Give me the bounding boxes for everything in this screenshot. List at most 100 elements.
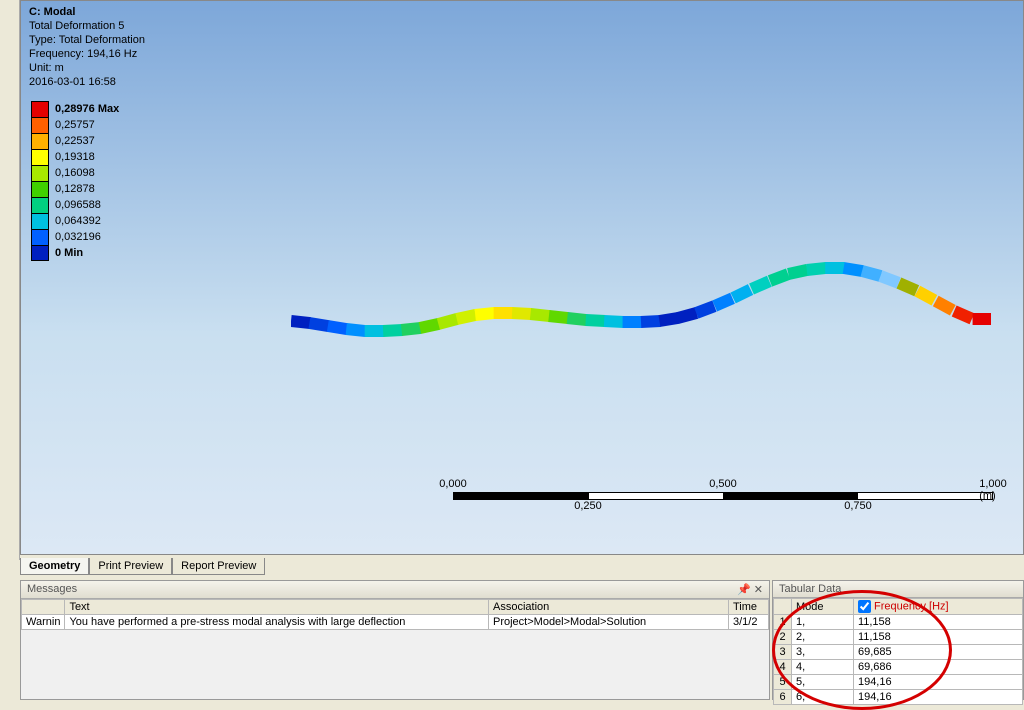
beam-segment — [768, 268, 790, 286]
freq-checkbox[interactable] — [858, 600, 871, 613]
beam-segment — [843, 262, 864, 277]
info-line: 2016-03-01 16:58 — [29, 75, 145, 89]
color-legend: 0,28976 Max 0,25757 0,22537 0,19318 0,16098 0… — [31, 101, 119, 261]
legend-row: 0,032196 — [31, 229, 119, 245]
legend-swatch — [31, 133, 49, 149]
beam-segment — [512, 307, 532, 320]
scale-segment — [858, 493, 993, 499]
legend-label: 0,22537 — [55, 135, 95, 147]
legend-swatch — [31, 197, 49, 213]
col-mode[interactable]: Mode — [792, 599, 854, 615]
scale-label: 0,250 — [574, 500, 602, 512]
legend-row: 0,12878 — [31, 181, 119, 197]
beam-segment — [730, 284, 753, 303]
tab-report-preview[interactable]: Report Preview — [172, 558, 265, 575]
cell-mode: 3, — [792, 645, 854, 660]
legend-row: 0,096588 — [31, 197, 119, 213]
tabular-row[interactable]: 22,11,158 — [774, 630, 1023, 645]
info-title: C: Modal — [29, 5, 145, 19]
legend-row: 0 Min — [31, 245, 119, 261]
legend-label: 0,25757 — [55, 119, 95, 131]
beam-segment — [530, 308, 551, 322]
msg-text: You have performed a pre-stress modal an… — [65, 615, 489, 630]
info-line: Total Deformation 5 — [29, 19, 145, 33]
legend-row: 0,16098 — [31, 165, 119, 181]
msg-type: Warnin — [22, 615, 65, 630]
pin-icon[interactable]: 📌 ✕ — [737, 583, 763, 596]
beam-segment — [327, 320, 348, 335]
scale-bar: 0,000 0,500 1,000 (m) 0,250 0,750 — [453, 478, 993, 514]
beam-segment — [914, 286, 937, 306]
row-num: 5 — [774, 675, 792, 690]
legend-swatch — [31, 213, 49, 229]
legend-label: 0,096588 — [55, 199, 101, 211]
cell-freq: 11,158 — [853, 615, 1022, 630]
cell-mode: 1, — [792, 615, 854, 630]
col-time[interactable]: Time — [729, 600, 769, 615]
col-assoc[interactable]: Association — [489, 600, 729, 615]
legend-swatch — [31, 149, 49, 165]
beam-segment — [383, 324, 403, 337]
legend-row: 0,064392 — [31, 213, 119, 229]
tabular-row[interactable]: 11,11,158 — [774, 615, 1023, 630]
beam-segment — [825, 262, 844, 274]
beam-segment — [712, 293, 735, 312]
legend-row: 0,28976 Max — [31, 101, 119, 117]
tabular-data-panel: Tabular Data Mode Frequency [Hz] 11,11,1… — [772, 580, 1024, 700]
tab-geometry[interactable]: Geometry — [20, 558, 89, 575]
view-tabs: Geometry Print Preview Report Preview — [20, 556, 265, 576]
beam-segment — [694, 300, 716, 318]
msg-assoc: Project>Model>Modal>Solution — [489, 615, 729, 630]
row-num: 6 — [774, 690, 792, 705]
legend-swatch — [31, 229, 49, 245]
beam-segment — [494, 307, 513, 319]
beam-segment — [806, 262, 827, 276]
col-frequency[interactable]: Frequency [Hz] — [853, 599, 1022, 615]
messages-table: Text Association Time Warnin You have pe… — [21, 599, 769, 630]
message-row[interactable]: Warnin You have performed a pre-stress m… — [22, 615, 769, 630]
tabular-row[interactable]: 66,194,16 — [774, 690, 1023, 705]
col-blank[interactable] — [22, 600, 65, 615]
cell-freq: 194,16 — [853, 675, 1022, 690]
cell-freq: 69,685 — [853, 645, 1022, 660]
scale-segment — [723, 493, 858, 499]
beam-segment — [475, 307, 496, 321]
beam-segment — [676, 307, 698, 324]
cell-freq: 11,158 — [853, 630, 1022, 645]
tabular-row[interactable]: 44,69,686 — [774, 660, 1023, 675]
legend-swatch — [31, 165, 49, 181]
scale-label: 0,500 — [709, 478, 737, 490]
col-text[interactable]: Text — [65, 600, 489, 615]
beam-segment — [623, 316, 642, 328]
legend-row: 0,19318 — [31, 149, 119, 165]
scale-label: 0,750 — [844, 500, 872, 512]
row-num: 1 — [774, 615, 792, 630]
legend-row: 0,25757 — [31, 117, 119, 133]
messages-panel: Messages 📌 ✕ Text Association Time Warni… — [20, 580, 770, 700]
tabular-table: Mode Frequency [Hz] 11,11,15822,11,15833… — [773, 598, 1023, 705]
legend-label: 0,16098 — [55, 167, 95, 179]
cell-mode: 2, — [792, 630, 854, 645]
legend-label: 0,19318 — [55, 151, 95, 163]
legend-label: 0 Min — [55, 247, 83, 259]
tabular-row[interactable]: 55,194,16 — [774, 675, 1023, 690]
beam-segment — [952, 305, 975, 324]
legend-label: 0,12878 — [55, 183, 95, 195]
deformed-beam — [291, 251, 991, 371]
beam-segment — [291, 315, 311, 329]
info-line: Unit: m — [29, 61, 145, 75]
tab-print-preview[interactable]: Print Preview — [89, 558, 172, 575]
beam-segment — [567, 312, 588, 326]
freq-col-label: Frequency [Hz] — [874, 600, 949, 612]
cell-mode: 4, — [792, 660, 854, 675]
beam-segment — [401, 322, 422, 336]
legend-row: 0,22537 — [31, 133, 119, 149]
legend-label: 0,064392 — [55, 215, 101, 227]
cell-freq: 69,686 — [853, 660, 1022, 675]
beam-segment — [365, 325, 384, 337]
scale-segment — [589, 493, 724, 499]
tabular-row[interactable]: 33,69,685 — [774, 645, 1023, 660]
scale-label: 0,000 — [439, 478, 467, 490]
viewport-3d[interactable]: C: Modal Total Deformation 5 Type: Total… — [20, 0, 1024, 555]
beam-segment — [585, 314, 605, 327]
